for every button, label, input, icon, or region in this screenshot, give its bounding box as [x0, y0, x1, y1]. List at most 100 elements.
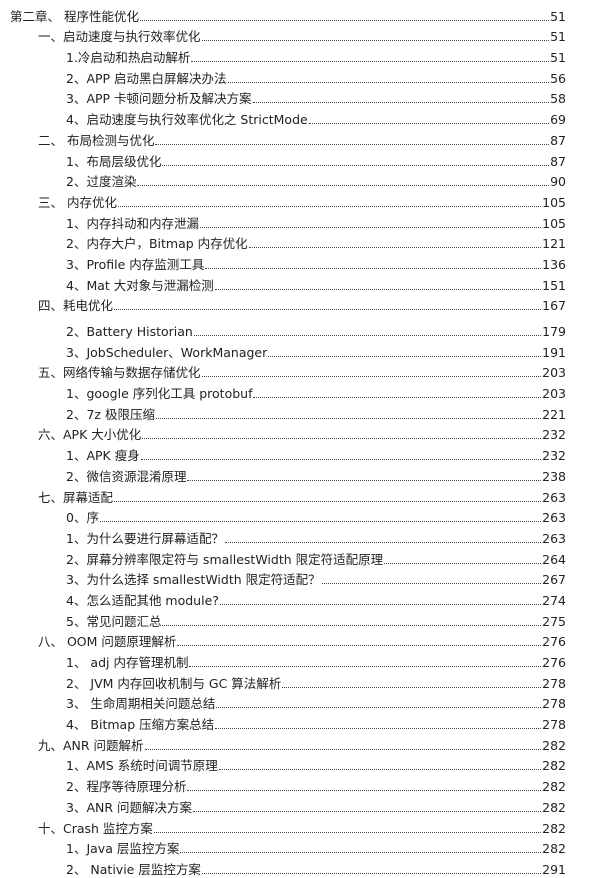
toc-chapter[interactable]: 第二章、 程序性能优化 51: [0, 4, 601, 25]
toc-subsection[interactable]: 5、常见问题汇总 275: [0, 609, 601, 630]
toc-title: 一、启动速度与执行效率优化: [38, 29, 201, 45]
dot-leader: [253, 397, 542, 399]
toc-page-number: 51: [550, 8, 566, 24]
dot-leader: [187, 479, 542, 481]
toc-title: 2、Battery Historian: [66, 324, 193, 339]
dot-leader: [199, 226, 542, 228]
toc-page-number: 282: [542, 737, 566, 753]
toc-page-number: 151: [542, 277, 566, 293]
toc-page-number: 263: [542, 510, 566, 526]
dot-leader: [224, 541, 542, 543]
toc-subsection[interactable]: 1、APK 瘦身 232: [0, 443, 601, 464]
toc-title: 1、google 序列化工具 protobuf: [66, 386, 253, 402]
toc-section[interactable]: 十、Crash 监控方案 282: [0, 816, 601, 837]
toc-title: 1、APK 瘦身: [66, 448, 140, 464]
toc-section[interactable]: 九、ANR 问题解析 282: [0, 733, 601, 754]
toc-section[interactable]: 五、网络传输与数据存储优化 203: [0, 361, 601, 382]
dot-leader: [252, 102, 550, 104]
toc-page-number: 121: [542, 236, 566, 252]
dot-leader: [321, 583, 542, 585]
toc-page-number: 105: [542, 215, 566, 231]
toc-subsection[interactable]: 3、Profile 内存监测工具 136: [0, 252, 601, 273]
toc-section[interactable]: 七、屏幕适配 263: [0, 485, 601, 506]
toc-page-number: 56: [550, 70, 566, 86]
toc-subsection[interactable]: 2、程序等待原理分析 282: [0, 774, 601, 795]
toc-title: 六、APK 大小优化: [38, 427, 142, 443]
toc-section[interactable]: 八、 OOM 问题原理解析 276: [0, 630, 601, 651]
toc-title: 3、JobScheduler、WorkManager: [66, 344, 268, 360]
toc-title: 2、 JVM 内存回收机制与 GC 算法解析: [66, 675, 282, 691]
dot-leader: [177, 645, 542, 647]
dot-leader: [189, 666, 542, 667]
toc-page-number: 282: [542, 841, 566, 857]
toc-subsection[interactable]: 2、过度渲染 90: [0, 170, 601, 191]
toc-title: 1.冷启动和热启动解析: [66, 50, 191, 66]
dot-leader: [193, 335, 542, 336]
toc-section[interactable]: 六、APK 大小优化 232: [0, 423, 601, 444]
toc-title: 2、APP 启动黑白屏解决办法: [66, 70, 227, 86]
toc-page-number: 191: [542, 344, 566, 360]
toc-section[interactable]: 一、启动速度与执行效率优化 51: [0, 25, 601, 46]
toc-page-number: 276: [542, 655, 566, 670]
dot-leader: [155, 417, 542, 419]
toc-title: 5、常见问题汇总: [66, 613, 162, 629]
dot-leader: [137, 185, 550, 187]
toc-subsection[interactable]: 3、 生命周期相关问题总结 278: [0, 692, 601, 713]
toc-page-number: 278: [542, 696, 566, 712]
toc-title: 二、 布局检测与优化: [38, 132, 155, 148]
dot-leader: [268, 355, 542, 357]
toc-subsection[interactable]: 2、 JVM 内存回收机制与 GC 算法解析 278: [0, 671, 601, 692]
toc-page-number: 51: [550, 50, 566, 66]
toc-subsection[interactable]: 2、 Nativie 层监控方案 291: [0, 857, 601, 878]
dot-leader: [162, 624, 542, 626]
toc-page-number: 276: [542, 634, 566, 650]
toc-page-number: 264: [542, 551, 566, 567]
toc-subsection[interactable]: 0、序 263: [0, 506, 601, 527]
toc-page-number: 203: [542, 365, 566, 381]
toc-subsection[interactable]: 4、 Bitmap 压缩方案总结 278: [0, 712, 601, 733]
toc-subsection[interactable]: 1、为什么要进行屏幕适配？ 263: [0, 526, 601, 547]
dot-leader: [114, 309, 542, 311]
toc-subsection[interactable]: 3、JobScheduler、WorkManager 191: [0, 340, 601, 361]
toc-subsection[interactable]: 2、内存大户，Bitmap 内存优化 121: [0, 232, 601, 253]
toc-subsection[interactable]: 1、内存抖动和内存泄漏 105: [0, 211, 601, 232]
toc-title: 3、 生命周期相关问题总结: [66, 696, 216, 712]
toc-subsection[interactable]: 2、7z 极限压缩 221: [0, 402, 601, 423]
toc-subsection[interactable]: 2、APP 启动黑白屏解决办法 56: [0, 66, 601, 87]
toc-title: 2、7z 极限压缩: [66, 406, 155, 422]
toc-title: 4、怎么适配其他 module?: [66, 592, 219, 608]
toc-subsection[interactable]: 4、启动速度与执行效率优化之 StrictMode 69: [0, 107, 601, 128]
toc-section[interactable]: 四、耗电优化 167: [0, 294, 601, 315]
toc-title: 七、屏幕适配: [38, 489, 114, 505]
toc-subsection[interactable]: 1、AMS 系统时间调节原理 282: [0, 754, 601, 775]
toc-page-number: 51: [550, 29, 566, 45]
toc-page-number: 278: [542, 717, 566, 733]
toc-subsection[interactable]: 1、 adj 内存管理机制 276: [0, 650, 601, 671]
toc-subsection[interactable]: 1.冷启动和热启动解析 51: [0, 45, 601, 66]
toc-page-number: 278: [542, 675, 566, 691]
toc-subsection[interactable]: 4、Mat 大对象与泄漏检测 151: [0, 273, 601, 294]
toc-subsection[interactable]: 3、APP 卡顿问题分析及解决方案 58: [0, 87, 601, 108]
toc-subsection[interactable]: 1、google 序列化工具 protobuf 203: [0, 381, 601, 402]
toc-title: 十、Crash 监控方案: [38, 820, 153, 836]
toc-subsection[interactable]: 2、微信资源混淆原理 238: [0, 464, 601, 485]
toc-page-number: 58: [550, 91, 566, 107]
toc-subsection[interactable]: 2、屏幕分辨率限定符与 smallestWidth 限定符适配原理 264: [0, 547, 601, 568]
dot-leader: [153, 831, 542, 833]
dot-leader: [142, 438, 542, 440]
toc-subsection[interactable]: 3、ANR 问题解决方案 282: [0, 795, 601, 816]
toc-title: 第二章、 程序性能优化: [10, 8, 139, 24]
toc-subsection[interactable]: 4、怎么适配其他 module? 274: [0, 588, 601, 609]
toc-title: 1、为什么要进行屏幕适配？: [66, 530, 224, 546]
toc-section[interactable]: 三、 内存优化 105: [0, 190, 601, 211]
toc-subsection[interactable]: 3、为什么选择 smallestWidth 限定符适配？ 267: [0, 568, 601, 589]
toc-section[interactable]: 二、 布局检测与优化 87: [0, 128, 601, 149]
toc-title: 2、 Nativie 层监控方案: [66, 861, 201, 877]
dot-leader: [205, 267, 542, 269]
toc-subsection[interactable]: 1、布局层级优化 87: [0, 149, 601, 170]
toc-subsection[interactable]: 1、Java 层监控方案 282: [0, 837, 601, 858]
dot-leader: [144, 748, 542, 750]
toc-page-number: 232: [542, 448, 566, 464]
toc-subsection[interactable]: 2、Battery Historian 179: [0, 319, 601, 340]
dot-leader: [282, 686, 542, 688]
